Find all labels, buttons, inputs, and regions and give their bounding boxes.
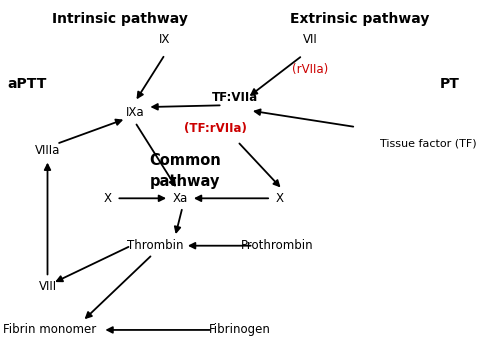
Text: Extrinsic pathway: Extrinsic pathway <box>290 12 430 26</box>
Text: X: X <box>104 192 112 205</box>
Text: Fibrin monomer: Fibrin monomer <box>4 323 96 337</box>
Text: VIII: VIII <box>38 279 56 293</box>
Text: IX: IX <box>160 33 170 46</box>
Text: Prothrombin: Prothrombin <box>241 239 314 252</box>
Text: VIIIa: VIIIa <box>35 144 60 158</box>
Text: Thrombin: Thrombin <box>127 239 183 252</box>
Text: Intrinsic pathway: Intrinsic pathway <box>52 12 188 26</box>
Text: X: X <box>276 192 284 205</box>
Text: (TF:rVIIa): (TF:rVIIa) <box>184 121 246 135</box>
Text: PT: PT <box>440 77 460 91</box>
Text: TF:VIIa: TF:VIIa <box>212 91 258 104</box>
Text: Fibrinogen: Fibrinogen <box>209 323 271 337</box>
Text: aPTT: aPTT <box>8 77 47 91</box>
Text: (rVIIa): (rVIIa) <box>292 63 328 76</box>
Text: Common
pathway: Common pathway <box>149 153 221 189</box>
Text: VII: VII <box>302 33 318 46</box>
Text: Xa: Xa <box>172 192 188 205</box>
Text: Tissue factor (TF): Tissue factor (TF) <box>380 139 476 149</box>
Text: IXa: IXa <box>126 106 144 119</box>
